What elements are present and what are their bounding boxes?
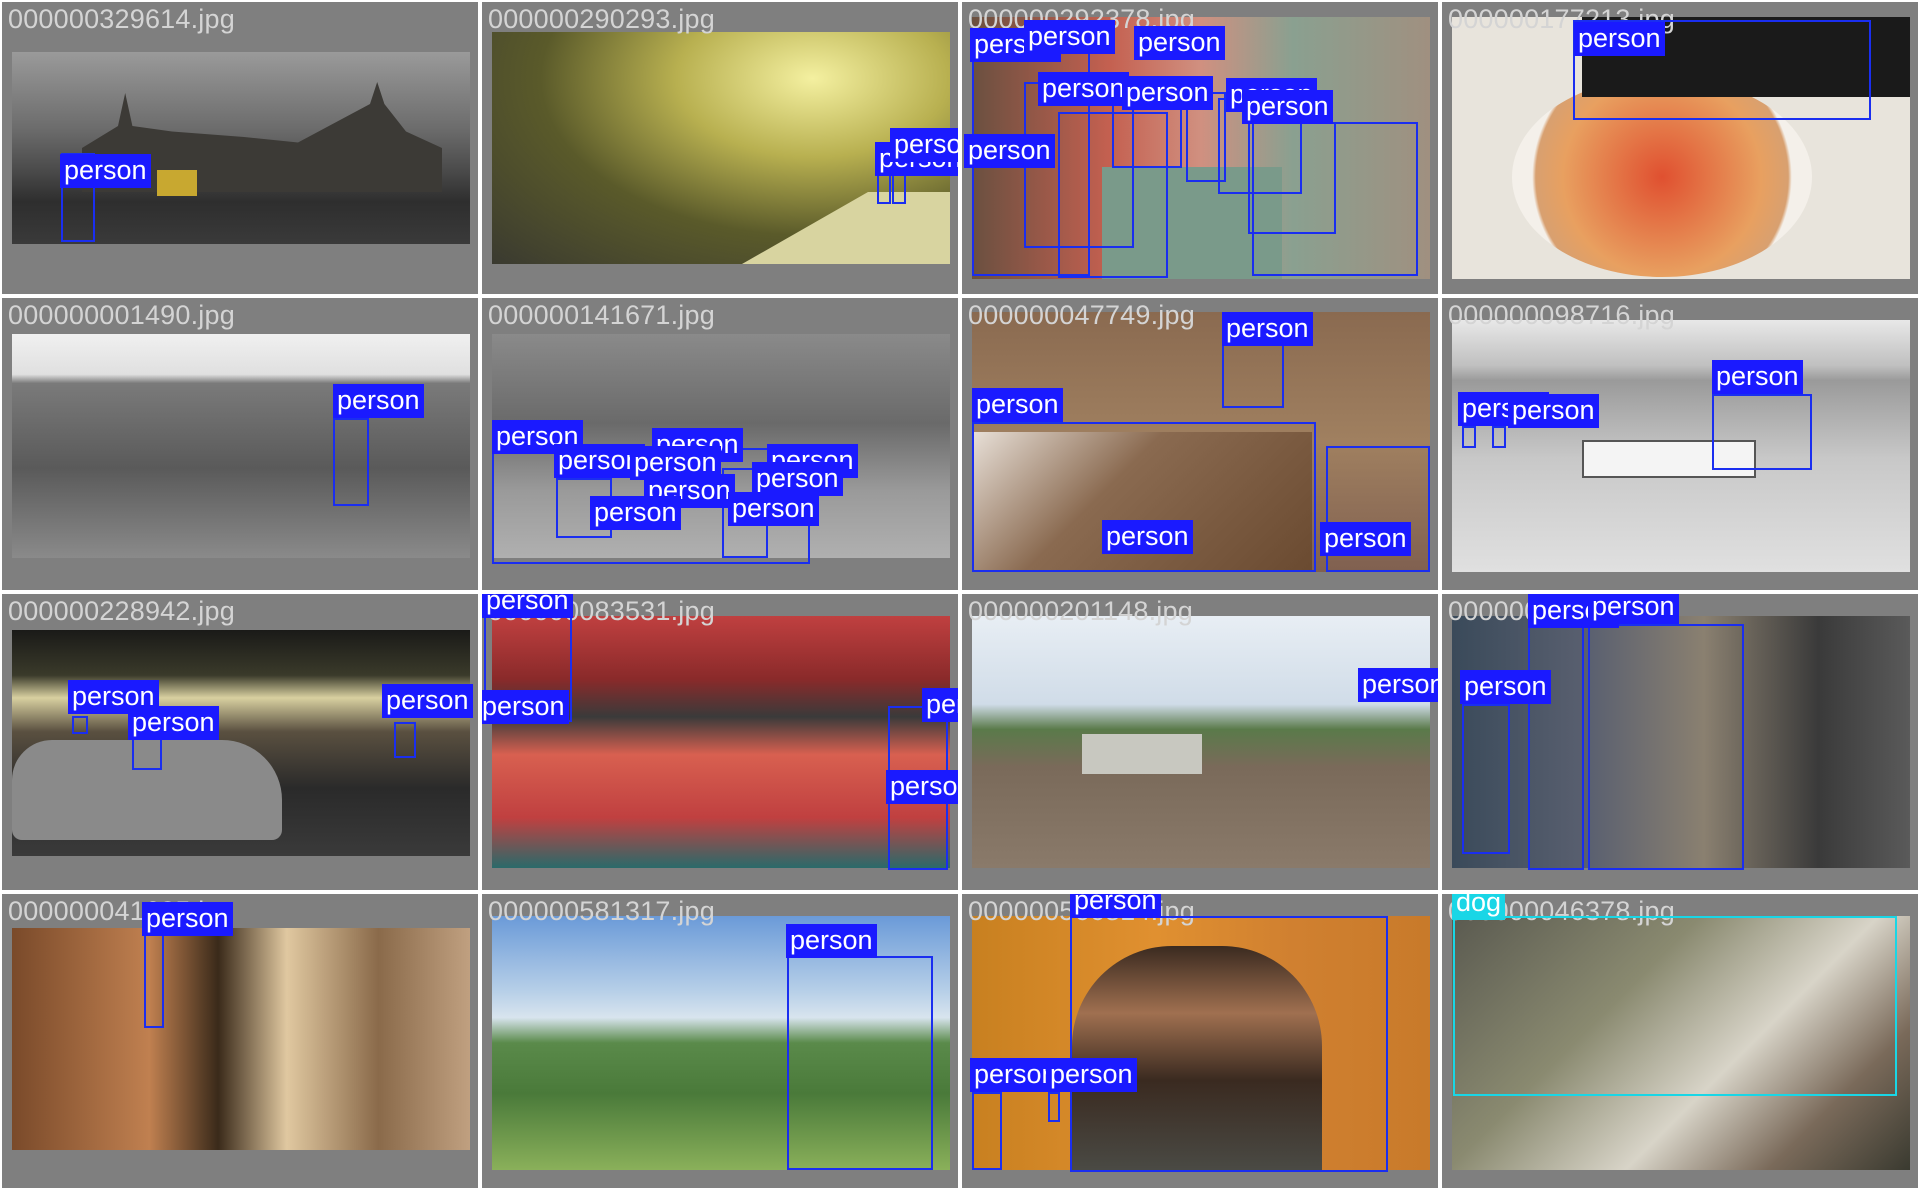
tile-filename: 000000581317.jpg — [488, 896, 715, 926]
train — [1082, 734, 1202, 774]
bbox-person — [972, 422, 1316, 572]
bbox-label: person — [1046, 1058, 1137, 1092]
photo-railway — [972, 616, 1430, 868]
tile-1: 000000329614.jpg person — [2, 2, 478, 294]
bbox-dog — [1453, 916, 1897, 1096]
bbox-label: person — [482, 594, 573, 618]
bbox-label: person — [890, 128, 958, 162]
tile-filename: 000000201148.jpg — [968, 596, 1193, 626]
tile-16: 000000046378.jpg dog — [1442, 894, 1918, 1188]
bbox-label: person — [1070, 894, 1161, 918]
car — [12, 740, 282, 840]
photo-cathedral — [12, 52, 470, 244]
tile-filename: 000000290293.jpg — [488, 4, 715, 34]
bbox-person — [1222, 344, 1284, 408]
tile-11: 000000201148.jpg person — [962, 594, 1438, 890]
tile-filename: 000000141671.jpg — [488, 300, 715, 330]
bbox-label: person — [1712, 360, 1803, 394]
tile-5: 000000001490.jpg person — [2, 298, 478, 590]
tile-15: 000000566814.jpg person person person — [962, 894, 1438, 1188]
bbox-label: person — [752, 462, 843, 496]
tile-12: 000000172618.jpg person person person — [1442, 594, 1918, 890]
bbox-person — [333, 418, 369, 506]
bbox-label: person — [972, 388, 1063, 422]
bbox-person — [787, 956, 933, 1170]
bbox-label: person — [554, 444, 645, 478]
photo-dog-with-bird — [1452, 916, 1910, 1170]
bbox-label: person — [1242, 90, 1333, 124]
photo-bench — [1452, 320, 1910, 572]
bbox-person — [394, 722, 416, 758]
bbox-label: person — [1574, 22, 1665, 56]
tile-9: 000000228942.jpg person person person — [2, 594, 478, 890]
tile-filename: 000000047749.jpg — [968, 300, 1195, 330]
tile-13: 000000041635.jpg person — [2, 894, 478, 1188]
bbox-label: person — [382, 684, 473, 718]
tile-14: 000000581317.jpg person — [482, 894, 958, 1188]
bbox-label: dog — [1452, 894, 1506, 920]
pizza — [1512, 77, 1812, 277]
photo-paddleboard — [12, 334, 470, 558]
bbox-label: person — [886, 770, 958, 804]
bbox-person — [1712, 394, 1812, 470]
platform — [742, 192, 950, 264]
bbox-label: person — [482, 690, 569, 724]
bbox-label: person — [786, 924, 877, 958]
bbox-label: person — [128, 706, 219, 740]
bbox-label: person — [1508, 394, 1599, 428]
tile-filename: 000000329614.jpg — [8, 4, 235, 34]
bbox-label: person — [728, 492, 819, 526]
tile-2: 000000290293.jpg person person — [482, 2, 958, 294]
bbox-person — [1462, 426, 1476, 448]
tile-8: 000000098716.jpg person person person — [1442, 298, 1918, 590]
tile-3: 000000292378.jpg person person person pe… — [962, 2, 1438, 294]
bbox-person — [1070, 916, 1388, 1172]
bbox-person — [1528, 624, 1584, 870]
photo-hillside — [492, 916, 950, 1170]
bbox-label: person — [590, 496, 681, 530]
bus — [157, 170, 197, 196]
photo-sausages — [492, 616, 950, 868]
bbox-person — [1492, 426, 1506, 448]
tile-10: 000000083531.jpg person person person pe… — [482, 594, 958, 890]
bench — [1582, 440, 1756, 478]
bbox-label: person — [1588, 594, 1679, 624]
bbox-person — [1048, 1092, 1060, 1122]
bbox-label: person — [1358, 668, 1438, 702]
bbox-label: person — [964, 134, 1055, 168]
bbox-person — [144, 924, 164, 1028]
tile-filename: 000000228942.jpg — [8, 596, 235, 626]
photo-pastries-coffee — [12, 928, 470, 1150]
bbox-person — [1326, 446, 1430, 572]
tile-filename: 000000098716.jpg — [1448, 300, 1675, 330]
bbox-label: person — [922, 688, 958, 722]
tile-6: 000000141671.jpg person person person pe… — [482, 298, 958, 590]
bbox-label: person — [1460, 670, 1551, 704]
bbox-label: person — [333, 384, 424, 418]
bbox-person — [1588, 624, 1744, 870]
photo-pizza — [1452, 17, 1910, 279]
bbox-label: person — [142, 902, 233, 936]
bbox-label: person — [60, 154, 151, 188]
bbox-label: person — [1222, 312, 1313, 346]
bbox-label: person — [1024, 20, 1115, 54]
tile-filename: 000000001490.jpg — [8, 300, 235, 330]
bbox-label: person — [1320, 522, 1411, 556]
photo-bearded-man — [972, 916, 1430, 1170]
bbox-label: person — [1122, 76, 1213, 110]
photo-night-street — [12, 630, 470, 856]
bbox-person — [972, 1092, 1002, 1170]
bbox-label: person — [970, 1058, 1061, 1092]
bbox-person — [72, 716, 88, 734]
photo-train-station — [492, 32, 950, 264]
bbox-label: person — [1038, 72, 1129, 106]
tile-7: 000000047749.jpg person person person pe… — [962, 298, 1438, 590]
bbox-person — [1462, 704, 1510, 854]
bbox-person — [1252, 122, 1418, 276]
tile-4: 000000177213.jpg person — [1442, 2, 1918, 294]
bbox-label: person — [1134, 26, 1225, 60]
bbox-person — [1573, 20, 1871, 120]
bbox-label: person — [1102, 520, 1193, 554]
